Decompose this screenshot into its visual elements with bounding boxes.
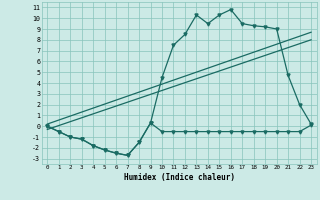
X-axis label: Humidex (Indice chaleur): Humidex (Indice chaleur)	[124, 173, 235, 182]
